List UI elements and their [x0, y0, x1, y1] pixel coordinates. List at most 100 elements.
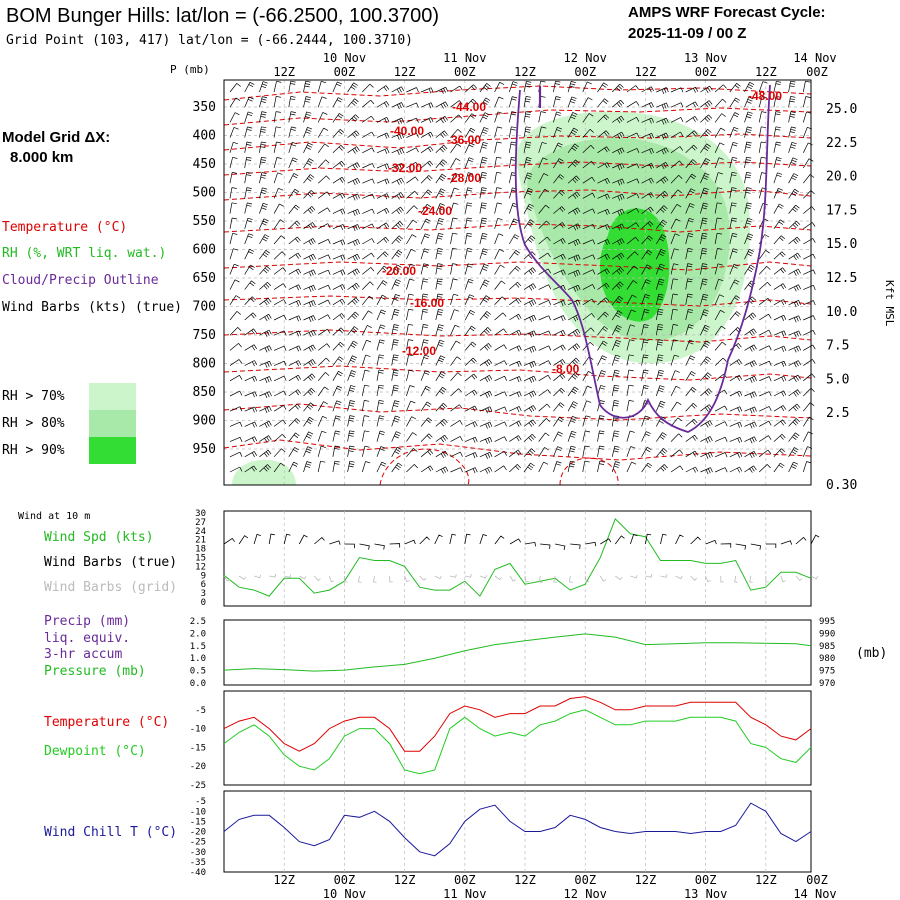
- temperature-contour-label: -12.00: [402, 344, 436, 358]
- legend-precip-accum: 3-hr accum: [44, 647, 122, 662]
- temperature-panel: -5 -10 -15 -20 -25: [190, 690, 812, 791]
- temperature-tick-label: -15: [190, 743, 206, 753]
- precip-tick-label: 2.0: [190, 629, 206, 639]
- legend-wind: Wind Barbs (kts) (true): [2, 300, 182, 315]
- height-tick-label: 25.0: [826, 102, 857, 117]
- legend-wind-barbs-grid: Wind Barbs (grid): [44, 580, 177, 595]
- legend-dewpoint: Dewpoint (°C): [44, 744, 146, 759]
- height-axis-title: Kft MSL: [883, 280, 896, 327]
- temperature-tick-label: -10: [190, 725, 206, 735]
- windchill-tick-label: -35: [190, 858, 206, 868]
- temperature-contour: [223, 223, 812, 233]
- wind10m-true-barbs: [223, 533, 820, 550]
- wind-barbs: [229, 80, 816, 475]
- windchill-tick-label: -20: [190, 828, 206, 838]
- height-tick-label: 15.0: [826, 237, 857, 252]
- bottom-time-label: 12Z: [635, 873, 657, 887]
- temperature-tick-label: -20: [190, 762, 206, 772]
- model-grid-label: Model Grid ΔX:: [2, 129, 110, 146]
- height-tick-label: 5.0: [826, 372, 849, 387]
- legend-rh70-swatch: [89, 383, 136, 410]
- pressure-tick-label: 800: [193, 357, 216, 372]
- bottom-day-label: 12 Nov: [564, 887, 607, 900]
- wind-speed-tick-label: 30: [195, 509, 206, 519]
- wind-speed-tick-label: 6: [201, 580, 206, 590]
- pressure-tick-label: 975: [819, 667, 835, 677]
- wind-speed-tick-label: 0: [201, 598, 206, 608]
- height-tick-label: 10.0: [826, 305, 857, 320]
- temperature-line: [223, 696, 812, 752]
- temperature-contour-label: -20.00: [382, 264, 416, 278]
- pressure-line: [223, 633, 812, 672]
- legend-rh90-swatch: [89, 437, 136, 464]
- height-axis-labels: 25.0 22.5 20.0 17.5 15.0 12.5 10.0 7.5 5.0 2.5 0.3…: [826, 102, 857, 493]
- windchill-line: [223, 802, 812, 857]
- pressure-axis-title: P (mb): [170, 63, 210, 76]
- top-day-label: 10 Nov: [323, 51, 366, 65]
- header: BOM Bunger Hills: lat/lon = (-66.2500, 1…: [6, 4, 826, 48]
- top-time-label: 00Z: [806, 65, 828, 79]
- bottom-day-label: 13 Nov: [684, 887, 727, 900]
- height-tick-label: 17.5: [826, 203, 857, 218]
- top-time-label: 12Z: [273, 65, 295, 79]
- precip-pressure-panel: 2.5 2.0 1.5 1.0 0.5 0.0 995 990 985 980 975 970: [190, 617, 836, 689]
- cross-section-legend: Model Grid ΔX: 8.000 km Temperature (°C)…: [2, 129, 182, 464]
- wind10m-title: Wind at 10 m: [18, 511, 90, 522]
- wind-speed-tick-label: 12: [195, 562, 206, 572]
- bottom-time-label: 12Z: [394, 873, 416, 887]
- pressure-tick-label: 650: [193, 271, 216, 286]
- temperature-contour-label: -44.00: [452, 100, 486, 114]
- temperature-contour: [223, 107, 812, 126]
- wind-speed-tick-label: 3: [201, 589, 206, 599]
- pressure-tick-label: 550: [193, 214, 216, 229]
- legend-rh80-label: RH > 80%: [2, 416, 65, 431]
- legend-rh70-label: RH > 70%: [2, 389, 65, 404]
- bottom-time-label: 00Z: [574, 873, 596, 887]
- wind-speed-tick-label: 21: [195, 536, 206, 546]
- top-time-label: 00Z: [695, 65, 717, 79]
- temperature-contour-label: -48.00: [748, 89, 782, 103]
- legend-wind-barbs-true: Wind Barbs (true): [44, 555, 177, 570]
- grid-point-label: Grid Point (103, 417) lat/lon = (-66.244…: [6, 33, 413, 48]
- bottom-time-label: 12Z: [273, 873, 295, 887]
- legend-temperature-line: Temperature (°C): [44, 715, 169, 730]
- pressure-tick-label: 900: [193, 414, 216, 429]
- precip-tick-label: 1.5: [190, 642, 206, 652]
- temperature-contour: [223, 439, 812, 461]
- pressure-tick-label: 450: [193, 157, 216, 172]
- temperature-contour: [223, 133, 812, 151]
- cross-section-labels: P (mb) Kft MSL: [170, 63, 896, 327]
- temperature-contour: [223, 261, 812, 271]
- precip-pressure-panel-frame: [223, 619, 812, 686]
- bottom-time-label: 00Z: [695, 873, 717, 887]
- pressure-tick-label: 600: [193, 243, 216, 258]
- dynamic-layer: -44.00 -40.00 -36.00 -32.00 -28.00 -24.00 -20.…: [190, 51, 858, 900]
- dewpoint-line: [223, 709, 812, 775]
- model-grid-value: 8.000 km: [10, 149, 73, 166]
- cross-section-panel: -44.00 -40.00 -36.00 -32.00 -28.00 -24.00 -20.…: [193, 51, 858, 493]
- top-day-label: 14 Nov: [793, 51, 836, 65]
- bottom-time-label: 12Z: [755, 873, 777, 887]
- wind-speed-line: [223, 518, 812, 597]
- precip-tick-label: 2.5: [190, 617, 206, 627]
- height-tick-label: 7.5: [826, 339, 849, 354]
- wind10m-panel-frame: [223, 510, 812, 607]
- temperature-contour-label: -8.00: [552, 362, 580, 376]
- bottom-time-label: 00Z: [454, 873, 476, 887]
- temperature-contour-labels: -44.00 -40.00 -36.00 -32.00 -28.00 -24.00 -20.…: [382, 89, 782, 376]
- temperature-contour: [223, 365, 812, 381]
- wind-speed-tick-label: 15: [195, 554, 206, 564]
- legend-temperature: Temperature (°C): [2, 220, 127, 235]
- cloud-outline-path: [514, 84, 771, 433]
- bottom-time-label: 00Z: [334, 873, 356, 887]
- page-title: BOM Bunger Hills: lat/lon = (-66.2500, 1…: [6, 5, 439, 27]
- temperature-contour: [379, 448, 470, 486]
- height-tick-label: 2.5: [826, 406, 849, 421]
- temperature-contour: [559, 457, 619, 486]
- legend-cloud: Cloud/Precip Outline: [2, 273, 159, 288]
- pressure-axis-labels: 350 400 450 500 550 600 650 700 750 800 850 900 950: [193, 100, 216, 457]
- pressure-tick-label: 400: [193, 129, 216, 144]
